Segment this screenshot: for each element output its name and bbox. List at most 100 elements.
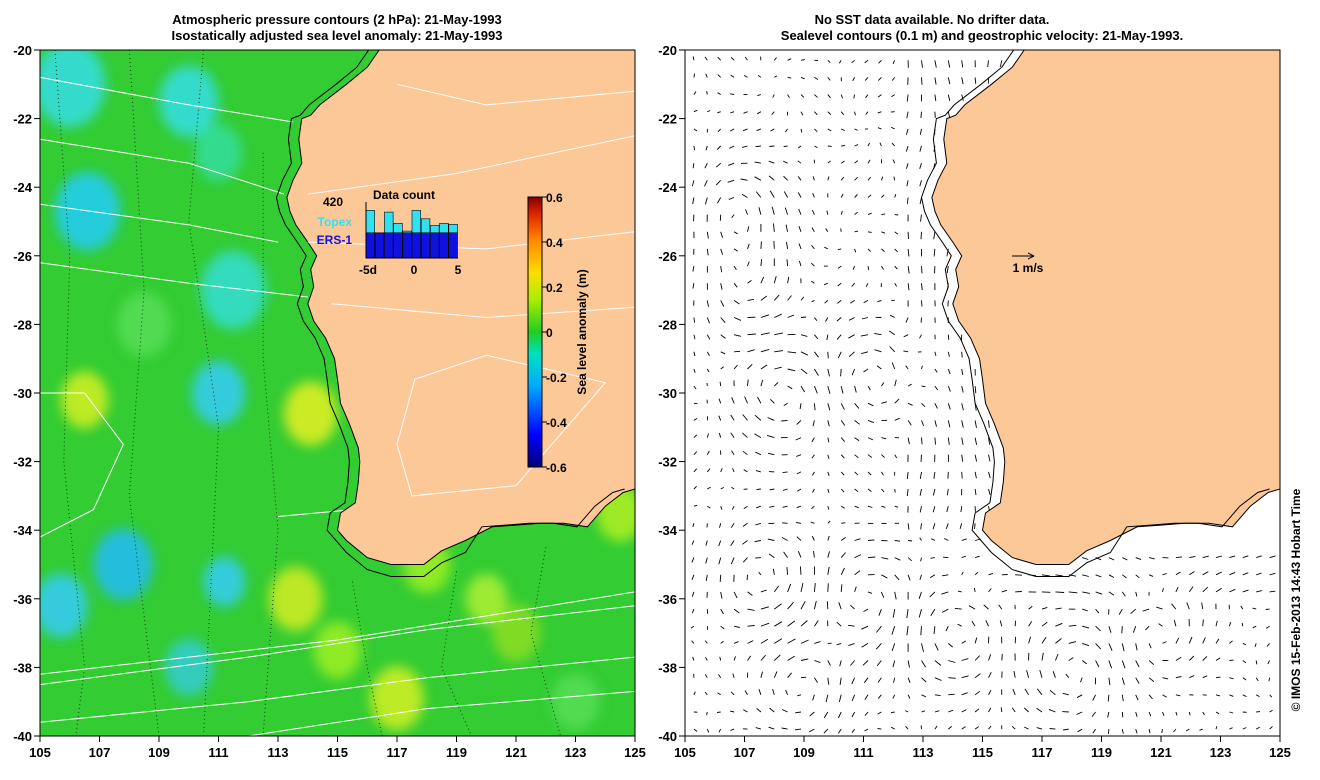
velocity-arrow <box>756 708 762 713</box>
velocity-arrow <box>881 194 885 198</box>
velocity-arrow <box>730 540 735 547</box>
velocity-arrow <box>881 248 885 252</box>
geostrophic-velocity-vectors <box>690 56 1276 734</box>
velocity-arrow <box>867 556 876 559</box>
velocity-arrow <box>1215 676 1221 679</box>
colorbar-tick-label: -0.6 <box>546 461 567 475</box>
velocity-arrow <box>770 128 775 132</box>
velocity-arrow <box>1189 571 1195 576</box>
velocity-arrow <box>827 520 831 524</box>
velocity-arrow <box>961 403 964 411</box>
velocity-arrow <box>1024 688 1029 696</box>
anomaly-blob <box>313 621 362 679</box>
velocity-arrow <box>837 248 842 251</box>
velocity-arrow <box>693 368 696 373</box>
velocity-arrow <box>774 603 782 610</box>
velocity-arrow <box>1256 590 1262 593</box>
velocity-arrow <box>854 160 858 164</box>
velocity-arrow <box>921 77 923 85</box>
velocity-arrow <box>861 625 869 630</box>
velocity-arrow <box>798 208 802 215</box>
velocity-arrow <box>1256 555 1262 559</box>
velocity-arrow <box>786 567 789 575</box>
velocity-arrow <box>1148 574 1154 577</box>
velocity-arrow <box>880 176 884 181</box>
velocity-arrow <box>1265 625 1270 629</box>
velocity-arrow <box>1049 728 1056 730</box>
velocity-arrow <box>945 626 949 632</box>
velocity-arrow <box>742 414 748 421</box>
velocity-arrow <box>961 709 967 713</box>
anomaly-blob <box>40 573 88 638</box>
velocity-arrow <box>741 145 748 148</box>
velocity-arrow <box>1242 589 1249 593</box>
velocity-arrow <box>706 351 710 356</box>
velocity-arrow <box>1188 586 1194 593</box>
velocity-arrow <box>827 437 830 443</box>
topex-bar <box>420 218 431 234</box>
velocity-arrow <box>796 471 802 475</box>
velocity-arrow <box>717 128 722 133</box>
velocity-arrow <box>920 111 922 119</box>
velocity-arrow <box>903 350 909 353</box>
ers1-bar <box>384 232 394 259</box>
velocity-arrow <box>794 728 802 731</box>
velocity-arrow <box>730 728 735 731</box>
colorbar-tick-label: 0.6 <box>546 191 563 205</box>
velocity-arrow <box>787 351 797 354</box>
velocity-arrow <box>907 383 912 387</box>
velocity-arrow <box>851 728 855 733</box>
velocity-arrow <box>1148 729 1151 734</box>
velocity-arrow <box>948 643 953 648</box>
velocity-arrow <box>824 246 828 250</box>
velocity-arrow <box>813 403 816 411</box>
velocity-arrow <box>774 621 783 627</box>
velocity-arrow <box>852 77 855 82</box>
velocity-arrow <box>1108 591 1115 596</box>
velocity-arrow <box>811 209 815 215</box>
velocity-arrow <box>1175 586 1179 593</box>
velocity-arrow <box>920 454 922 462</box>
velocity-arrow <box>730 557 735 565</box>
velocity-arrow <box>760 671 763 678</box>
velocity-arrow <box>768 160 775 164</box>
velocity-arrow <box>824 300 829 304</box>
right-title-line2: Sealevel contours (0.1 m) and geostrophi… <box>781 28 1183 43</box>
velocity-arrow <box>693 485 697 490</box>
velocity-arrow <box>787 583 792 593</box>
velocity-arrow <box>773 654 781 661</box>
velocity-arrow <box>957 590 962 593</box>
velocity-arrow <box>854 144 859 147</box>
velocity-arrow <box>800 368 808 375</box>
velocity-arrow <box>836 642 842 646</box>
lat-tick-label: -28 <box>13 317 32 332</box>
velocity-arrow <box>730 432 735 438</box>
velocity-arrow <box>1121 729 1124 734</box>
velocity-arrow <box>864 77 869 81</box>
velocity-arrow <box>947 368 951 375</box>
velocity-arrow <box>743 111 748 114</box>
velocity-arrow <box>747 333 756 336</box>
velocity-arrow <box>787 620 796 627</box>
lat-tick-label: -24 <box>658 180 678 195</box>
velocity-arrow <box>760 295 768 301</box>
colorbar-gradient <box>527 196 543 468</box>
velocity-arrow <box>1081 660 1087 665</box>
velocity-arrow <box>796 536 802 541</box>
lat-tick-label: -30 <box>658 386 677 401</box>
velocity-arrow <box>907 283 910 291</box>
velocity-arrow <box>1175 637 1180 644</box>
velocity-arrow <box>786 241 789 249</box>
velocity-arrow <box>1121 711 1124 718</box>
velocity-arrow <box>921 60 923 68</box>
lat-tick-label: -38 <box>13 660 32 675</box>
velocity-arrow <box>693 109 698 113</box>
velocity-arrow <box>920 523 922 530</box>
velocity-arrow <box>704 197 708 205</box>
velocity-arrow <box>757 74 762 78</box>
velocity-arrow <box>1063 728 1069 731</box>
velocity-arrow <box>1202 675 1208 679</box>
velocity-arrow <box>1028 636 1032 644</box>
velocity-arrow <box>706 450 710 455</box>
velocity-arrow <box>823 728 829 734</box>
